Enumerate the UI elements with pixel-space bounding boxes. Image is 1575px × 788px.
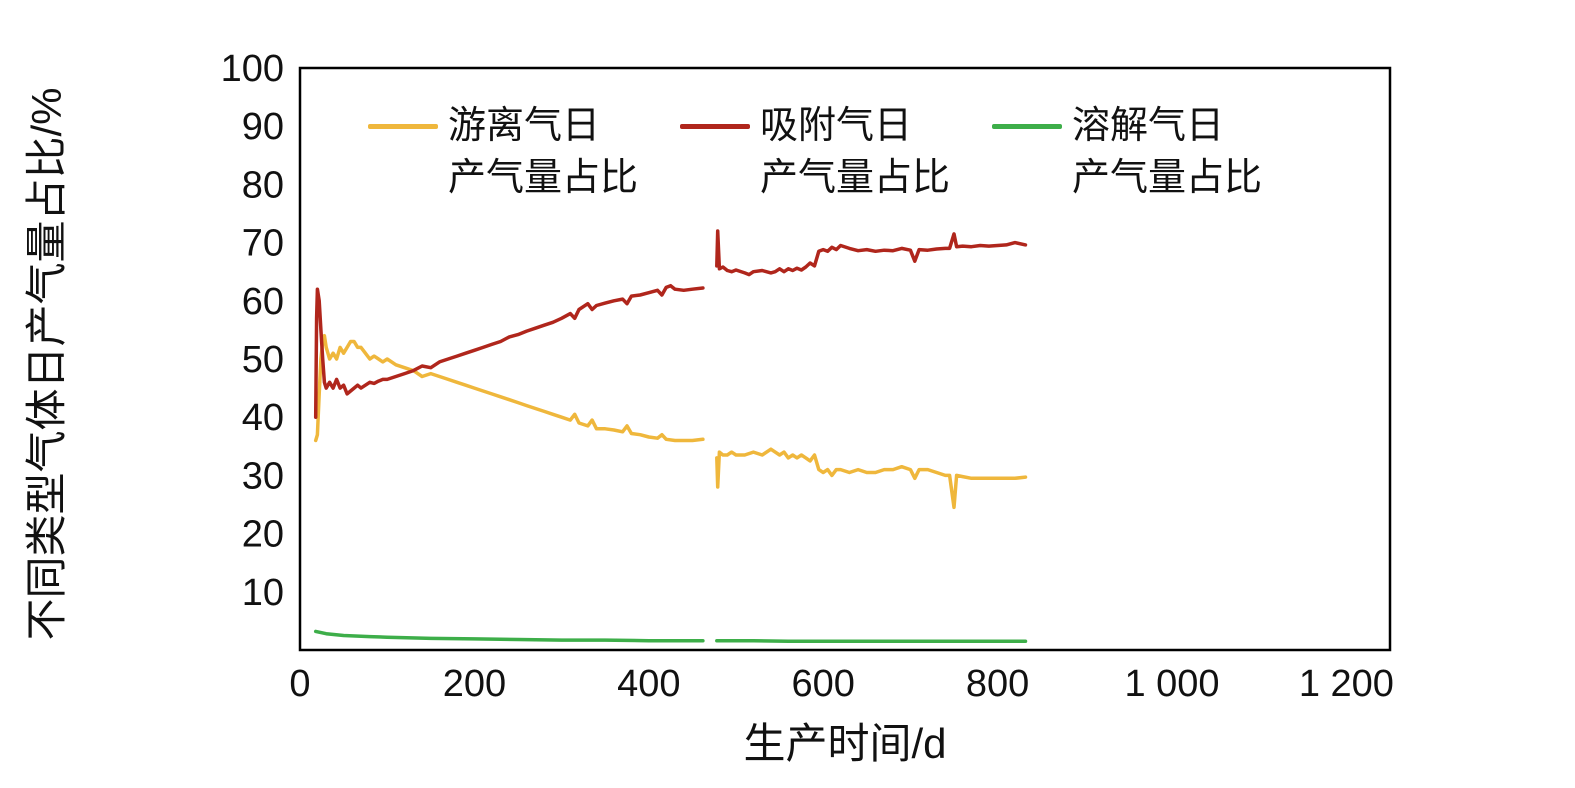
y-axis-title: 不同类型气体日产气量占比/% [23, 87, 70, 641]
y-tick-label: 40 [242, 397, 284, 439]
y-tick-label: 80 [242, 164, 284, 206]
legend-item-free-gas: 游离气日 产气量占比 [368, 100, 638, 204]
legend: 游离气日 产气量占比 吸附气日 产气量占比 溶解气日 产气量占比 [368, 100, 1262, 204]
series-line-dissolved-gas [715, 638, 1028, 644]
series-line-free-gas [715, 447, 1028, 510]
x-tick-label: 0 [289, 663, 310, 705]
y-tick-label: 10 [242, 572, 284, 614]
x-tick-label: 800 [966, 663, 1029, 705]
y-tick-label: 50 [242, 339, 284, 381]
x-tick-label: 1 200 [1299, 663, 1394, 705]
y-tick-label: 30 [242, 455, 284, 497]
x-tick-label: 1 000 [1124, 663, 1219, 705]
plot-border [298, 66, 1392, 652]
series-line-adsorbed-gas [715, 229, 1028, 277]
x-tick-label: 600 [791, 663, 854, 705]
legend-item-dissolved-gas: 溶解气日 产气量占比 [992, 100, 1262, 204]
x-axis-title: 生产时间/d [743, 720, 947, 767]
legend-swatch-free-gas-line-icon [368, 124, 438, 129]
legend-label-adsorbed-gas: 吸附气日 产气量占比 [760, 105, 951, 199]
y-tick-label: 90 [242, 106, 284, 148]
legend-item-adsorbed-gas: 吸附气日 产气量占比 [680, 100, 950, 204]
legend-swatch-adsorbed-gas-line-icon [680, 124, 751, 129]
x-tick-label: 200 [443, 663, 506, 705]
y-tick-label: 20 [242, 514, 284, 556]
y-tick-label: 100 [221, 48, 284, 90]
legend-label-dissolved-gas: 溶解气日 产气量占比 [1072, 105, 1263, 199]
legend-label-free-gas: 游离气日 产气量占比 [448, 105, 639, 199]
series-line-free-gas [313, 333, 705, 443]
y-tick-label: 70 [242, 223, 284, 265]
legend-swatch-dissolved-gas-line-icon [992, 124, 1063, 129]
y-tick-label: 60 [242, 281, 284, 323]
series-line-adsorbed-gas [313, 283, 705, 419]
series-line-dissolved-gas [313, 629, 705, 643]
x-tick-label: 400 [617, 663, 680, 705]
